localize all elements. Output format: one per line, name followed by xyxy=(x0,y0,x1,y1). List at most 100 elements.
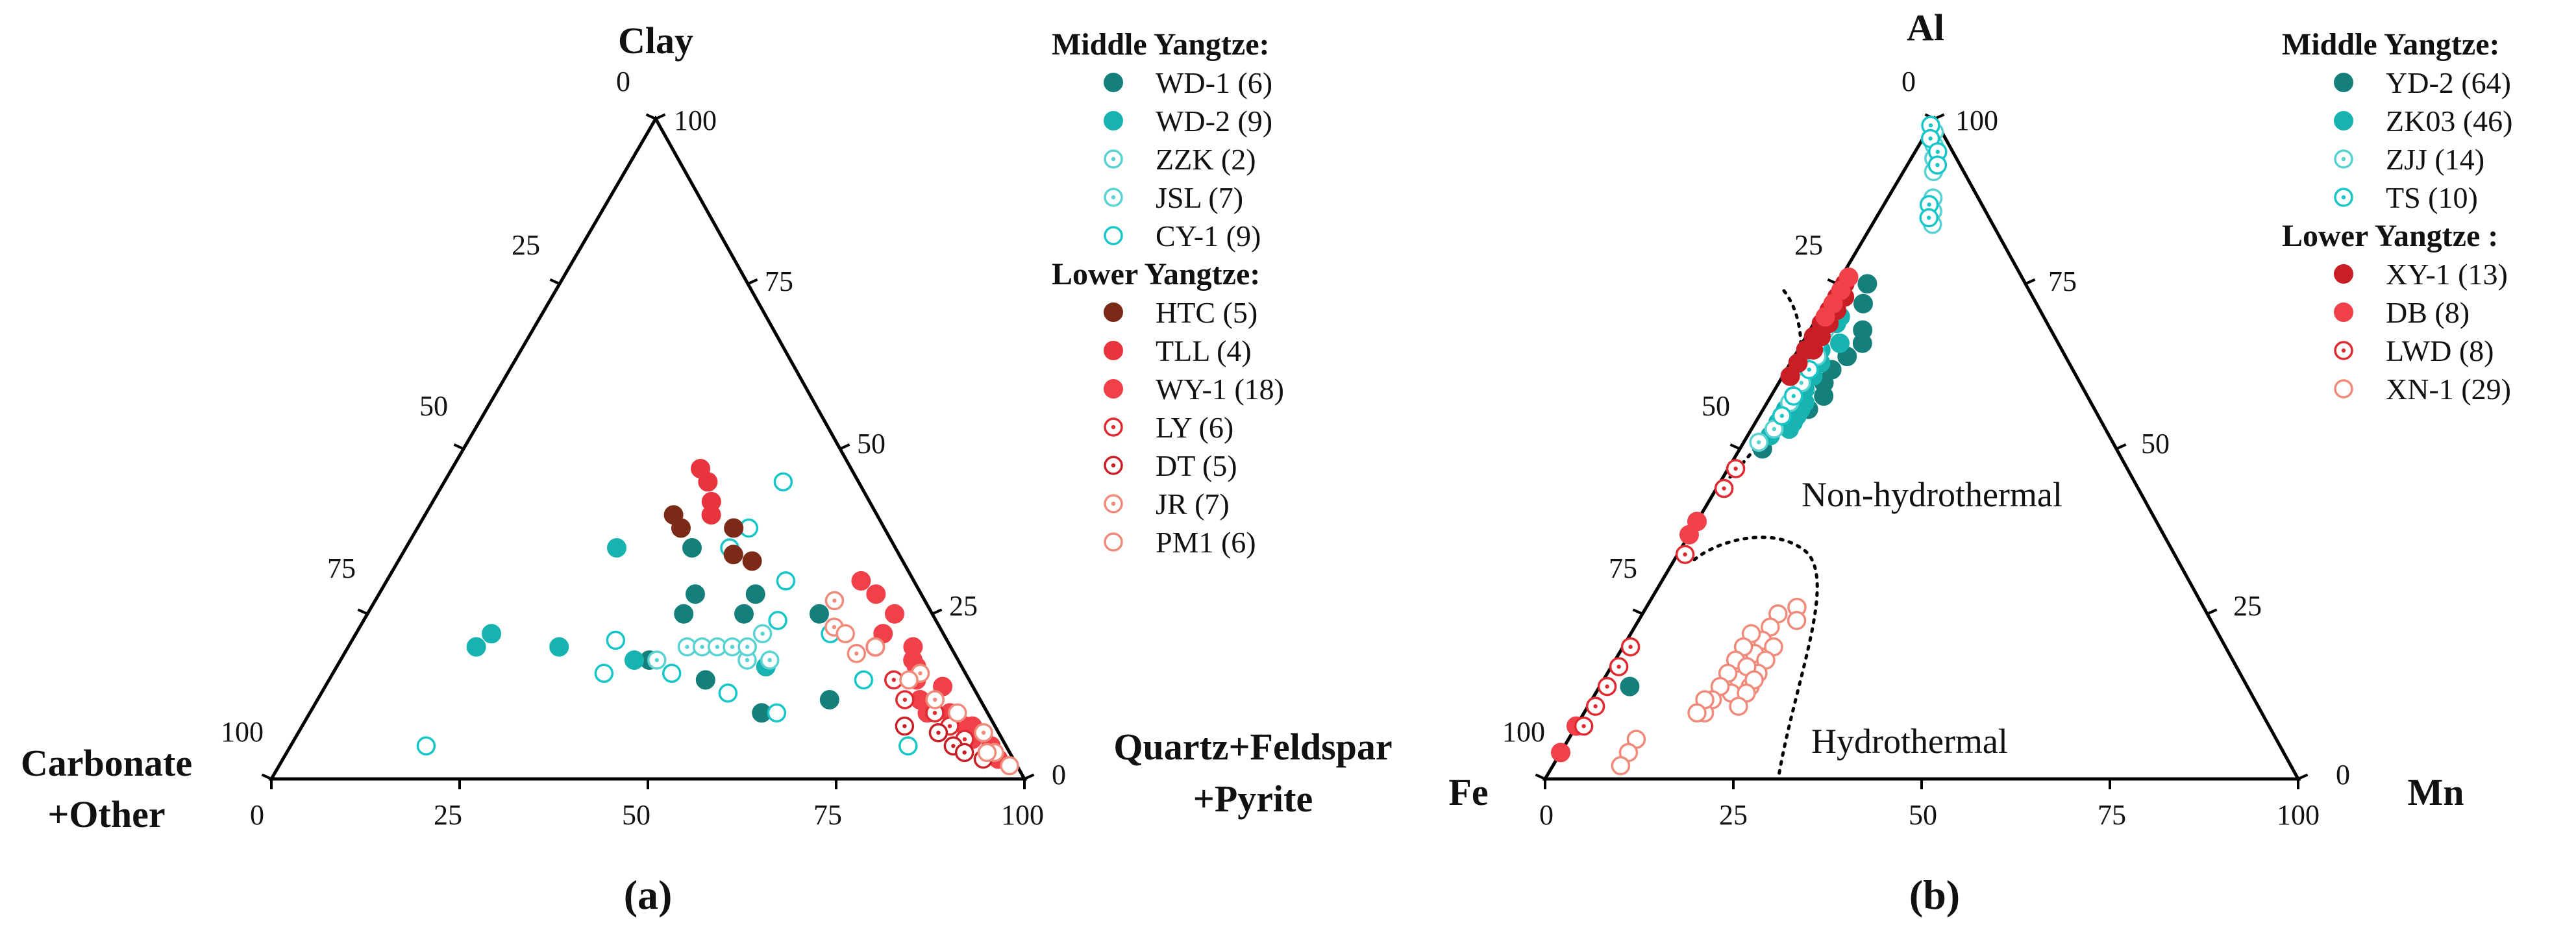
point-cy-1 xyxy=(773,472,793,492)
point-wy-1 xyxy=(866,584,886,604)
point-wd-1 xyxy=(819,689,839,709)
legend-b: Middle Yangtze: YD-2 (64) ZK03 (46) ZJJ (14… xyxy=(2282,27,2512,406)
point-xn-1 xyxy=(1687,703,1707,723)
legend-marker-jsl xyxy=(1104,188,1123,207)
point-jr xyxy=(824,591,845,611)
point-wd-1 xyxy=(685,584,705,604)
tick-left-b-0: 0 xyxy=(1901,66,1916,97)
point-xn-1 xyxy=(1611,756,1631,776)
tick-right-b-100: 100 xyxy=(1955,105,1998,136)
tick-right-a-25: 25 xyxy=(949,590,978,622)
legend-marker-zjj xyxy=(2334,149,2353,169)
point-db xyxy=(1815,307,1835,327)
tick-right-a-75: 75 xyxy=(765,265,793,297)
tick-mark xyxy=(839,443,850,450)
point-htc xyxy=(742,551,762,571)
tick-mark xyxy=(357,608,368,615)
point-pm1 xyxy=(899,670,919,690)
data-points-a xyxy=(416,459,1019,776)
tick-right-a-100: 100 xyxy=(674,105,717,136)
legend-marker-dt xyxy=(1104,456,1123,475)
legend-marker-wd-1 xyxy=(1104,73,1123,92)
tick-bottom-a-100: 100 xyxy=(1001,799,1044,831)
tick-marks-a xyxy=(261,113,1035,789)
point-yd-2 xyxy=(1620,676,1640,696)
tick-left-b-50: 50 xyxy=(1702,390,1730,422)
axis-label-top-a: Clay xyxy=(618,19,693,62)
legend-marker-wy-1 xyxy=(1104,379,1123,399)
legend-marker-jr xyxy=(1104,494,1123,513)
point-wd-1 xyxy=(695,670,715,690)
tick-mark xyxy=(261,773,272,780)
legend-header: Middle Yangtze: xyxy=(2282,27,2500,62)
point-ts xyxy=(1772,406,1792,426)
ternary-chart-a: Clay Carbonate +Other Quartz+Feldspar +P… xyxy=(21,19,1393,918)
point-lwd xyxy=(1574,716,1594,736)
point-xy-1 xyxy=(1803,339,1824,360)
tick-bottom-b-50: 50 xyxy=(1909,799,1937,831)
tick-mark xyxy=(2297,773,2309,780)
point-ly xyxy=(895,690,915,709)
legend-marker-ly xyxy=(1104,417,1123,437)
point-ts xyxy=(1921,116,1940,135)
legend-marker-cy-1 xyxy=(1104,226,1123,245)
series-htc xyxy=(663,505,762,571)
tick-mark xyxy=(1729,443,1740,450)
tick-bottom-b-0: 0 xyxy=(1539,799,1554,831)
series-db xyxy=(1551,267,1859,763)
tick-mark xyxy=(549,278,560,286)
point-cy-1 xyxy=(776,571,796,591)
tick-right-a-0: 0 xyxy=(1052,759,1066,791)
tick-bottom-a-50: 50 xyxy=(622,799,650,831)
ternary-chart-b: Al Fe Mn Non-hydrothermal Hydrothermal 0… xyxy=(1448,6,2512,918)
legend-marker-pm1 xyxy=(1104,532,1123,552)
series-ts xyxy=(1772,116,1948,426)
point-wd-1 xyxy=(810,604,829,624)
point-jr xyxy=(974,723,993,743)
tick-bottom-b-100: 100 xyxy=(2277,799,2320,831)
series-pm1 xyxy=(836,624,1019,776)
point-lwd xyxy=(1726,459,1746,478)
point-cy-1 xyxy=(416,736,436,756)
legend-marker-xy-1 xyxy=(2334,264,2353,284)
tick-left-b-100: 100 xyxy=(1502,716,1545,748)
legend-label-ly: LY (6) xyxy=(1156,411,1233,444)
axis-label-right-a-line2: +Pyrite xyxy=(1193,778,1313,820)
point-lwd xyxy=(1597,676,1617,696)
point-wd-1 xyxy=(745,584,765,604)
legend-header: Middle Yangtze: xyxy=(1052,27,1270,62)
tick-mark xyxy=(747,278,758,286)
legend-marker-xn-1 xyxy=(2334,379,2353,399)
tick-mark xyxy=(2116,443,2127,450)
legend-marker-db xyxy=(2334,302,2353,322)
legend-label-zjj: ZJJ (14) xyxy=(2386,143,2484,176)
legend-label-zzk: ZZK (2) xyxy=(1156,143,1256,176)
point-yd-2 xyxy=(1853,293,1873,314)
tick-left-b-75: 75 xyxy=(1609,552,1637,584)
point-pm1 xyxy=(948,703,967,723)
tick-mark xyxy=(1024,773,1035,780)
point-pm1 xyxy=(977,743,997,763)
series-wd-1 xyxy=(639,538,839,723)
point-dt xyxy=(895,716,915,736)
legend-marker-htc xyxy=(1104,302,1123,322)
point-ts xyxy=(1919,208,1938,228)
point-cy-1 xyxy=(718,684,738,703)
tick-left-a-75: 75 xyxy=(327,552,356,584)
tick-marks-b xyxy=(1535,113,2309,789)
tick-bottom-a-25: 25 xyxy=(434,799,462,831)
point-jr xyxy=(847,644,867,663)
legend-label-ts: TS (10) xyxy=(2386,181,2478,214)
panel-label-a: (a) xyxy=(624,872,673,918)
legend-label-dt: DT (5) xyxy=(1156,449,1237,482)
point-wy-1 xyxy=(851,571,871,591)
legend-marker-yd-2 xyxy=(2334,73,2353,92)
tick-mark xyxy=(2207,608,2218,615)
tick-left-b-25: 25 xyxy=(1794,229,1823,261)
legend-marker-zk03 xyxy=(2334,111,2353,130)
point-ts xyxy=(1784,386,1803,406)
point-ts xyxy=(1927,155,1948,175)
point-lwd xyxy=(1609,657,1629,676)
region-label-hydrothermal: Hydrothermal xyxy=(1811,722,2008,761)
tick-mark xyxy=(453,443,464,450)
